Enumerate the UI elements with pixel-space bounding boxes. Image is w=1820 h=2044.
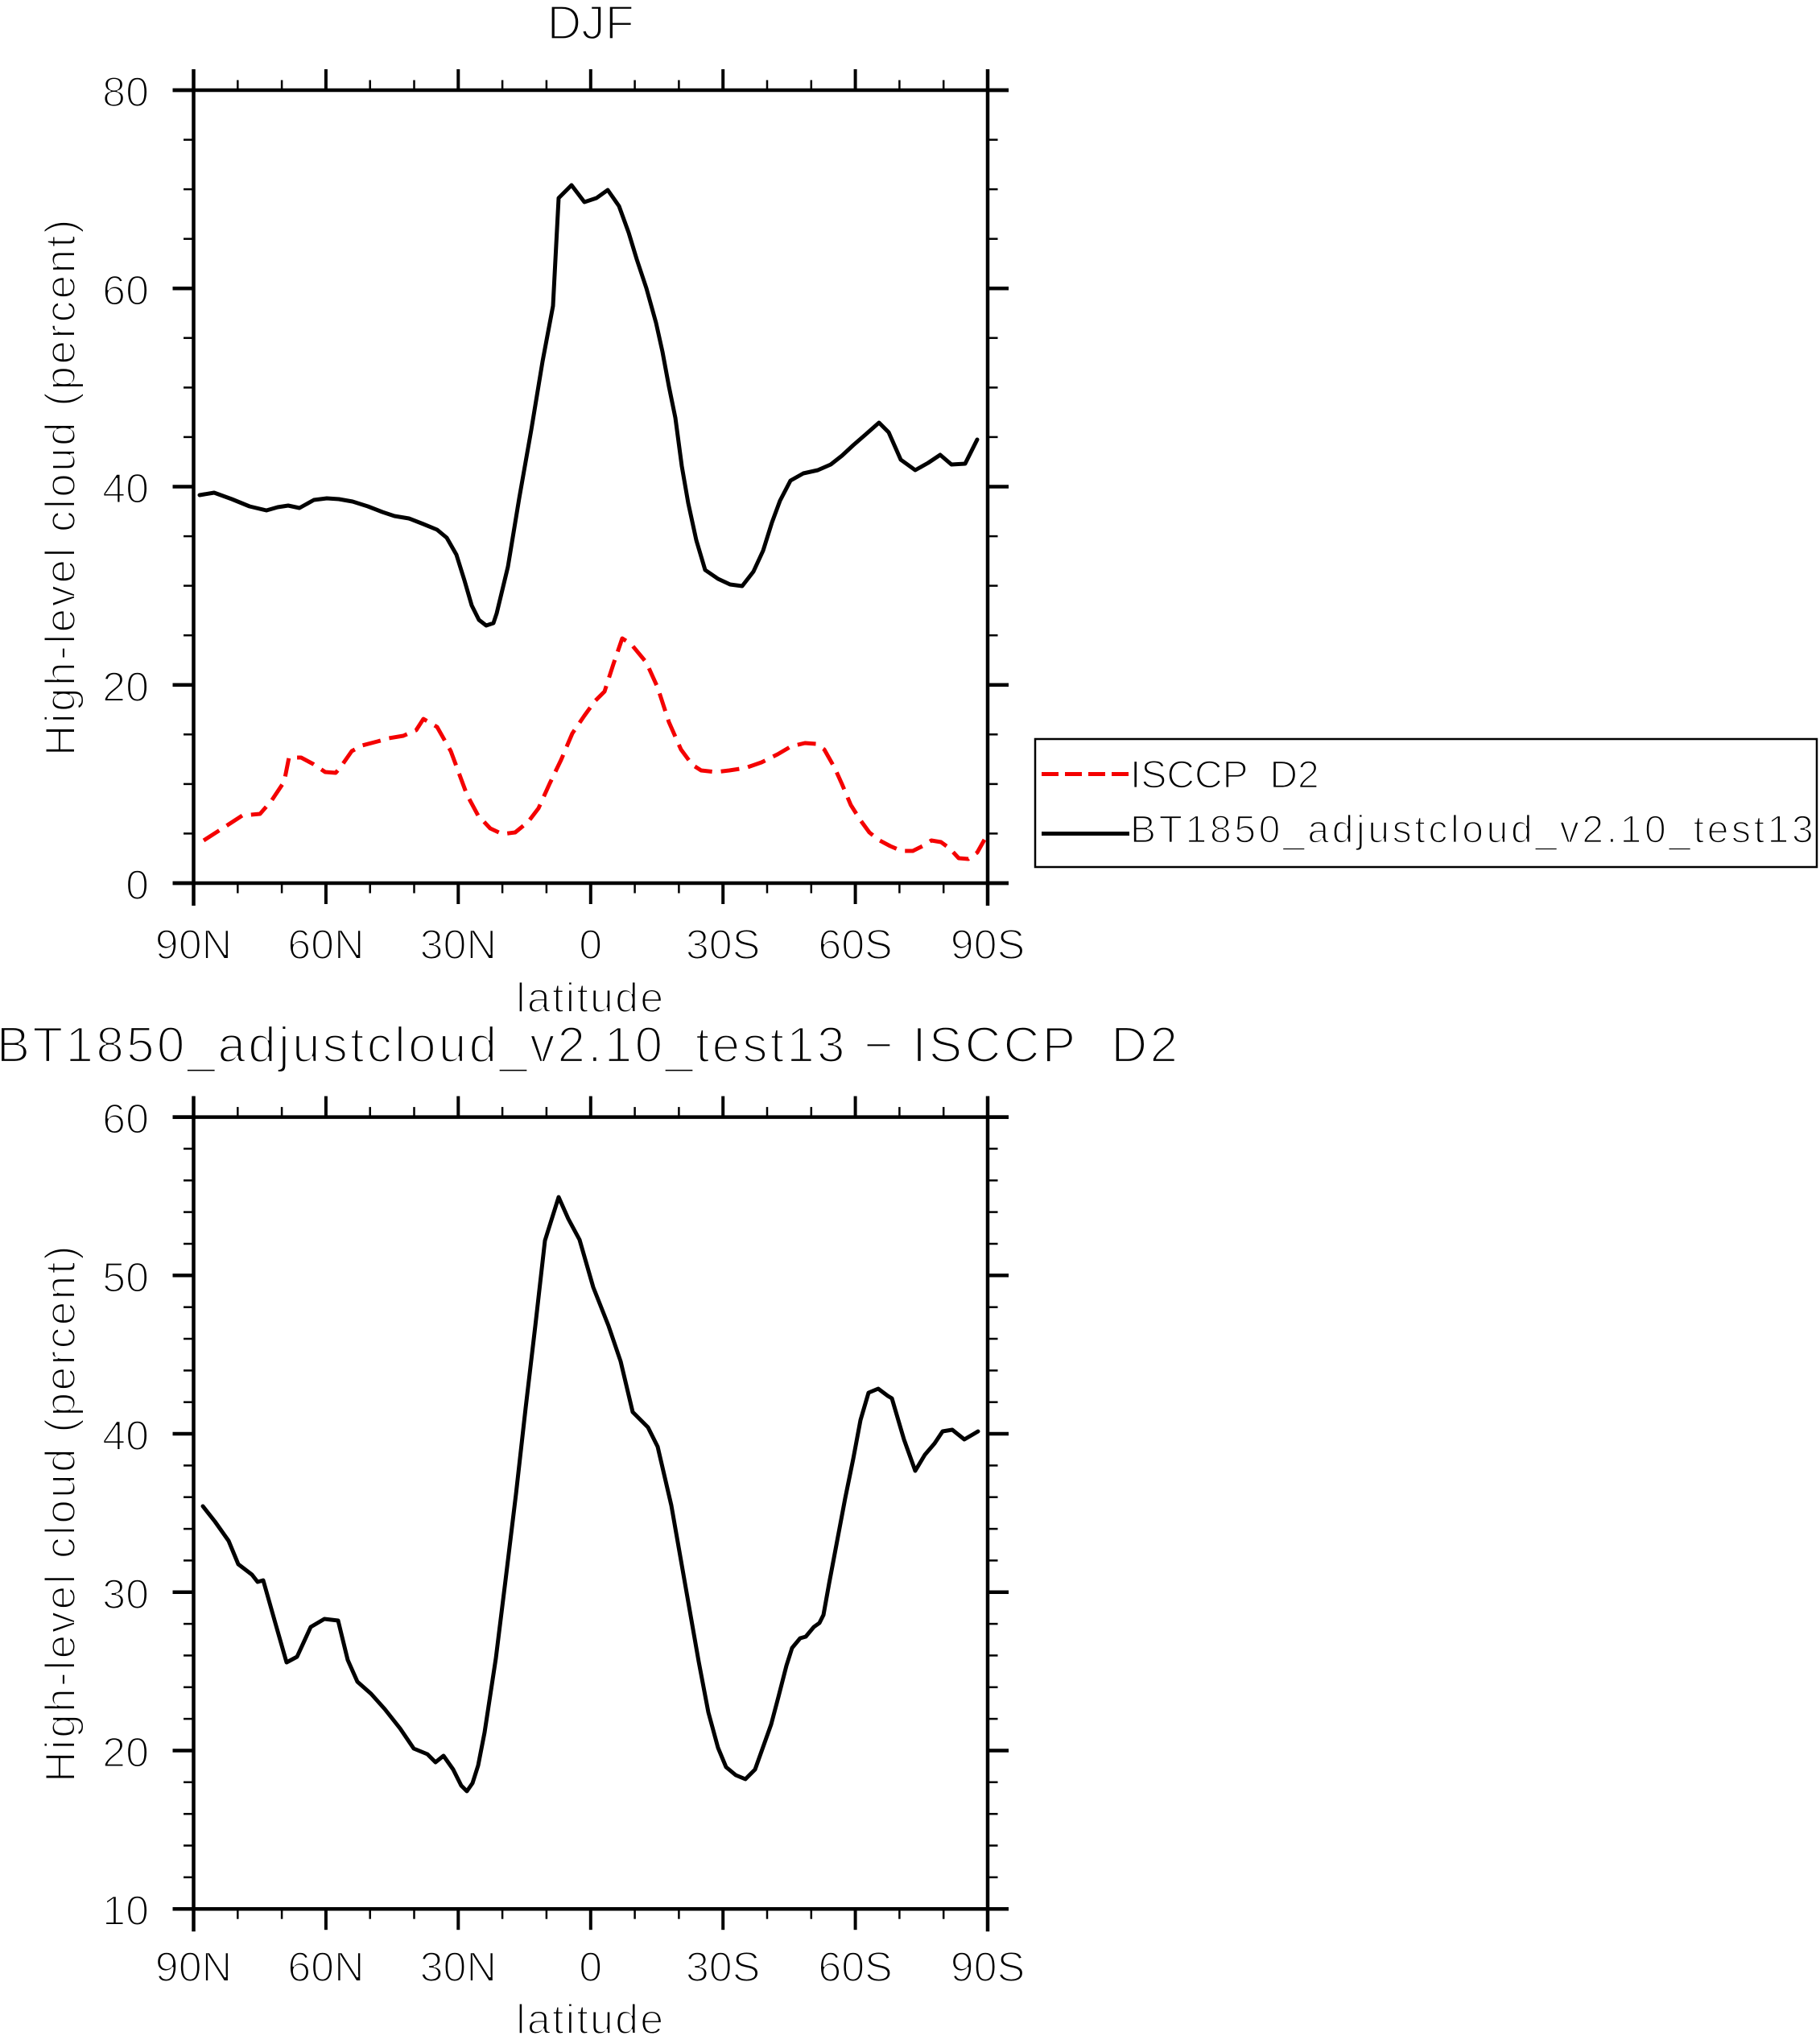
svg-text:90N: 90N — [155, 922, 232, 968]
svg-text:DJF: DJF — [547, 0, 634, 50]
svg-text:90S: 90S — [951, 1944, 1026, 1991]
svg-text:30: 30 — [102, 1571, 149, 1618]
svg-text:0: 0 — [126, 862, 149, 909]
svg-text:BT1850_adjustcloud_v2.10_test1: BT1850_adjustcloud_v2.10_test13 — [1130, 809, 1816, 852]
svg-text:60S: 60S — [818, 922, 893, 968]
svg-text:latitude: latitude — [516, 1997, 665, 2040]
svg-text:20: 20 — [102, 664, 149, 711]
svg-text:80: 80 — [102, 69, 149, 116]
svg-text:60N: 60N — [287, 922, 364, 968]
svg-text:90N: 90N — [155, 1944, 232, 1991]
svg-text:0: 0 — [579, 1944, 602, 1991]
svg-text:10: 10 — [102, 1888, 149, 1935]
svg-text:30S: 30S — [686, 1944, 761, 1991]
svg-text:ISCCP D2: ISCCP D2 — [1130, 754, 1319, 797]
svg-text:30N: 30N — [420, 1944, 497, 1991]
svg-text:30S: 30S — [686, 922, 761, 968]
svg-text:High-level cloud (percent): High-level cloud (percent) — [37, 1244, 85, 1782]
svg-text:90S: 90S — [951, 922, 1026, 968]
svg-text:60N: 60N — [287, 1944, 364, 1991]
svg-text:40: 40 — [102, 1413, 149, 1460]
svg-text:30N: 30N — [420, 922, 497, 968]
svg-text:50: 50 — [102, 1254, 149, 1301]
svg-text:BT1850_adjustcloud_v2.10_test1: BT1850_adjustcloud_v2.10_test13 − ISCCP … — [0, 1018, 1180, 1073]
svg-text:latitude: latitude — [516, 975, 665, 1022]
svg-text:40: 40 — [102, 466, 149, 513]
svg-text:60: 60 — [102, 267, 149, 314]
svg-text:High-level cloud (percent): High-level cloud (percent) — [37, 217, 85, 756]
svg-text:60S: 60S — [818, 1944, 893, 1991]
svg-text:60: 60 — [102, 1096, 149, 1143]
svg-text:20: 20 — [102, 1729, 149, 1776]
svg-text:0: 0 — [579, 922, 602, 968]
